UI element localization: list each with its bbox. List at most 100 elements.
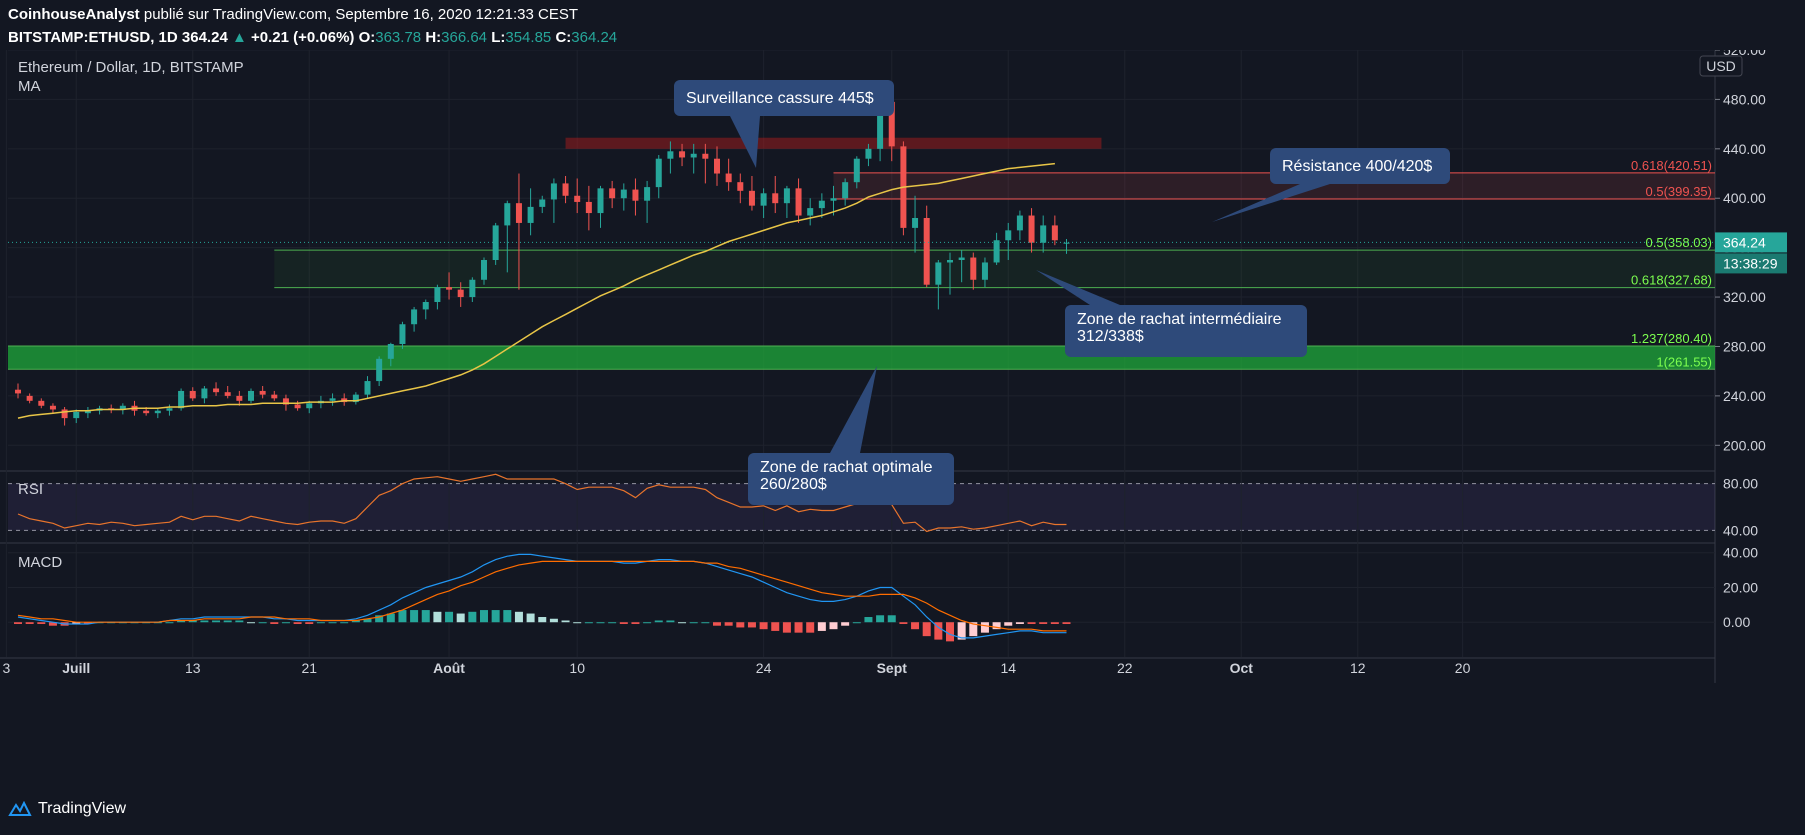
candle-body [387,344,394,359]
macd-histogram-bar [678,622,687,624]
macd-pane-title[interactable]: MACD [18,554,62,571]
published-text: publié sur TradingView.com, Septembre 16… [143,6,579,23]
date-tick-label: 22 [1117,660,1133,676]
date-tick-label: Juill [62,660,90,676]
macd-histogram-bar [922,622,931,637]
macd-histogram-bar [351,620,360,623]
candle-body [877,101,884,149]
price-tick-label: 400.00 [1723,190,1766,206]
footer-brand[interactable]: TradingView [38,800,127,817]
ohlc-line: BITSTAMP:ETHUSD, 1D 364.24 ▲ +0.21 (+0.0… [8,29,617,46]
macd-histogram-bar [619,622,628,624]
macd-histogram-bar [456,613,465,623]
candle-body [61,409,68,419]
macd-histogram-bar [316,622,325,624]
callout-text: Surveillance cassure 445$ [686,90,874,107]
candle-body [644,187,651,201]
rsi-pane-title[interactable]: RSI [18,481,43,498]
fib-level-label: 1.237(280.40) [1631,331,1712,346]
macd-histogram-bar [759,622,768,630]
macd-histogram-bar [247,622,255,624]
price-tick-label: 480.00 [1723,91,1766,107]
candle-body [970,257,977,280]
countdown-badge-label: 13:38:29 [1723,255,1778,271]
date-tick-label: Août [433,660,465,676]
candle-body [783,188,790,204]
candle-body [399,324,406,344]
macd-histogram-bar [782,622,791,633]
main-pane-title: Ethereum / Dollar, 1D, BITSTAMP [18,59,244,76]
chart-area[interactable]: 0.618(420.51) 0.5(399.35) 0.5(358.03) 0.618… [0,50,1805,790]
callout-surveillance[interactable]: Surveillance cassure 445$ [674,80,894,168]
macd-histogram-bar [14,622,22,624]
annotations-layer: Surveillance cassure 445$ Résistance 400/… [674,80,1450,505]
candle-body [737,182,744,191]
axes-layer: 520.00480.00440.00400.00360.00320.00280.… [2,50,1787,676]
macd-histogram-bar [25,622,34,624]
currency-button[interactable]: USD [1699,55,1743,77]
callout-text: Résistance 400/420$ [1282,158,1432,175]
candle-body [213,388,220,393]
macd-histogram-bar [281,622,290,624]
macd-histogram-bar [794,622,803,633]
macd-histogram-bar [235,620,244,623]
macd-histogram-bar [258,622,267,624]
candle-body [888,101,895,147]
candle-body [807,208,814,216]
candle-body [143,410,150,414]
date-tick-label: 14 [1000,660,1016,676]
candle-body [515,203,522,223]
candle-body [655,158,662,188]
callout-text: Zone de rachat optimale [760,459,933,476]
candle-body [667,151,674,159]
macd-histogram-bar [445,611,454,623]
macd-histogram-bar [433,611,442,623]
candle-body [1005,230,1012,241]
macd-histogram-bar [806,622,815,633]
callout-text: 312/338$ [1077,328,1144,345]
candle-body [865,148,872,159]
candle-body [830,198,837,201]
macd-histogram-bar [72,622,81,624]
candle-body [1016,215,1023,231]
ma-indicator-label[interactable]: MA [18,78,41,95]
candle-body [73,411,80,419]
macd-histogram-bar [643,622,652,624]
date-tick-label: 12 [1350,660,1366,676]
macd-histogram-bar [398,610,407,623]
macd-histogram-bar [1027,622,1036,624]
candle-body [772,193,779,204]
countdown-badge [1715,253,1787,274]
callout-tail [1036,270,1120,305]
price-badge-label: 364.24 [1723,234,1766,250]
candle-body [119,405,126,410]
callout-text: 260/280$ [760,476,827,493]
candle-body [527,206,534,223]
macd-histogram-bar [468,611,477,623]
macd-histogram-bar [899,622,908,624]
fib-level-label: 0.5(399.35) [1646,184,1713,199]
up-arrow-icon: ▲ [231,29,247,46]
candle-body [294,404,301,409]
macd-histogram-bar [410,610,419,623]
candle-body [842,182,849,199]
candle-body [154,410,161,414]
candles-layer [8,89,1715,426]
candle-body [1028,215,1035,243]
candle-body [748,190,755,206]
candle-body [224,392,231,396]
callout-resistance[interactable]: Résistance 400/420$ [1212,148,1450,222]
callout-box [748,453,954,505]
macd-histogram-bar [188,620,197,623]
close-label: C: [555,29,572,46]
candle-body [411,309,418,325]
date-tick-label: Oct [1230,660,1254,676]
publication-line: CoinhouseAnalyst publié sur TradingView.… [8,6,578,23]
macd-histogram-bar [887,615,896,623]
candle-body [352,394,359,403]
macd-histogram-bar [980,622,989,633]
callout-text: Zone de rachat intermédiaire [1077,311,1282,328]
author-name[interactable]: CoinhouseAnalyst [8,6,140,23]
